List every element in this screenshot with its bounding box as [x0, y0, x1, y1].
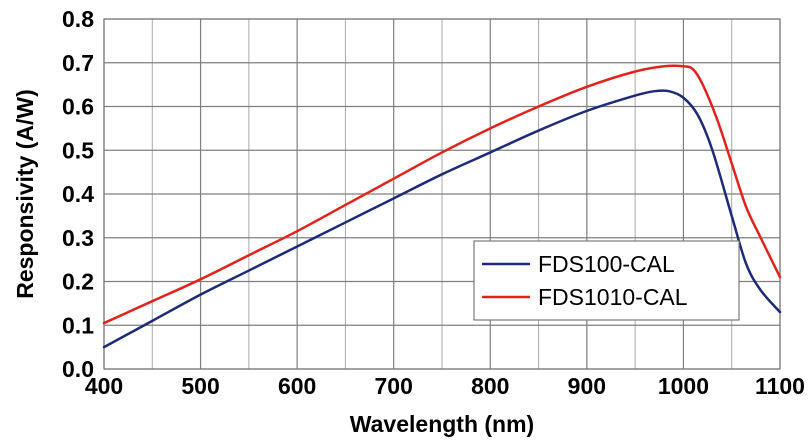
x-tick-label: 700 [375, 373, 413, 399]
y-tick-label: 0.8 [62, 6, 94, 32]
y-tick-label: 0.4 [62, 181, 94, 207]
x-tick-label: 500 [181, 373, 219, 399]
y-tick-label: 0.2 [62, 269, 94, 295]
series-line-fds1010-cal [102, 64, 782, 325]
y-tick-label: 0.0 [62, 356, 94, 382]
series-layer [102, 64, 782, 349]
series-line-fds100-cal [102, 89, 782, 349]
legend: FDS100-CAL FDS1010-CAL [473, 240, 740, 321]
y-tick-labels: 0.0 0.1 0.2 0.3 0.4 0.5 0.6 0.7 0.8 [62, 6, 94, 382]
legend-label-fds1010-cal: FDS1010-CAL [538, 284, 688, 310]
x-tick-label: 800 [471, 373, 509, 399]
y-axis-title: Responsivity (A/W) [12, 89, 38, 299]
x-tick-label: 1100 [755, 373, 805, 399]
x-tick-label: 1000 [658, 373, 709, 399]
y-tick-label: 0.6 [62, 94, 94, 120]
y-tick-label: 0.7 [62, 50, 94, 76]
x-tick-label: 600 [278, 373, 316, 399]
y-tick-label: 0.1 [62, 312, 94, 338]
x-tick-label: 400 [85, 373, 123, 399]
plot-frame [103, 18, 781, 370]
x-tick-labels: 400 500 600 700 800 900 1000 1100 [85, 373, 805, 399]
legend-label-fds100-cal: FDS100-CAL [538, 251, 675, 277]
y-tick-label: 0.5 [62, 137, 94, 163]
y-tick-label: 0.3 [62, 225, 94, 251]
legend-box [473, 240, 740, 321]
x-tick-label: 900 [568, 373, 606, 399]
x-axis-title: Wavelength (nm) [350, 411, 534, 437]
